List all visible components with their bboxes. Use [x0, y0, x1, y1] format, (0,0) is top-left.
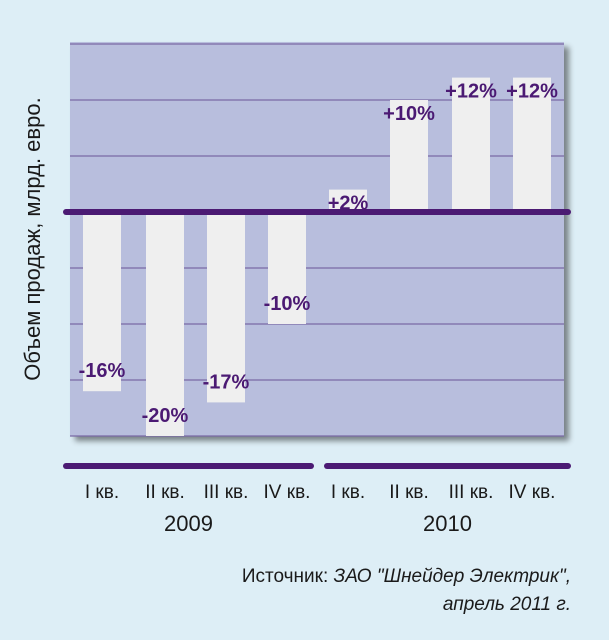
data-label: -20% — [142, 405, 189, 427]
y-axis-label: Объем продаж, млрд. евро. — [20, 97, 45, 380]
data-label: -10% — [264, 293, 311, 315]
data-label: -16% — [79, 360, 126, 382]
data-labels: -16% -20% -17% -10% +2% +10% +12% +12% — [79, 81, 558, 427]
category-tick-label: I кв. — [85, 482, 119, 503]
bar — [390, 100, 428, 212]
category-tick-label: II кв. — [389, 482, 429, 503]
bar — [268, 212, 306, 324]
data-label: +2% — [328, 193, 369, 215]
data-label: +10% — [383, 103, 435, 125]
data-label: +12% — [445, 81, 497, 103]
group-label: 2010 — [423, 511, 472, 536]
group-labels: 2009 2010 — [164, 511, 472, 536]
category-tick-label: IV кв. — [264, 482, 311, 503]
category-tick-label: IV кв. — [509, 482, 556, 503]
bar — [329, 189, 367, 212]
data-label: -17% — [203, 371, 250, 393]
category-tick-label: III кв. — [449, 482, 494, 503]
source-name: ЗАО "Шнейдер Электрик", — [333, 566, 571, 587]
bar — [207, 212, 245, 403]
data-label: +12% — [506, 81, 558, 103]
category-tick-label: III кв. — [204, 482, 249, 503]
bars — [83, 77, 551, 436]
category-tick-labels: I кв. II кв. III кв. IV кв. I кв. II кв. III к… — [85, 482, 556, 503]
category-tick-label: I кв. — [331, 482, 365, 503]
source-date: апрель 2011 г. — [442, 594, 571, 615]
source-line: Источник: ЗАО "Шнейдер Электрик", — [242, 566, 571, 588]
group-label: 2009 — [164, 511, 213, 536]
bar — [146, 212, 184, 436]
source-prefix: Источник: — [241, 566, 334, 587]
bar — [452, 77, 490, 212]
bar — [513, 77, 551, 212]
category-tick-label: II кв. — [145, 482, 185, 503]
bar — [83, 212, 121, 392]
